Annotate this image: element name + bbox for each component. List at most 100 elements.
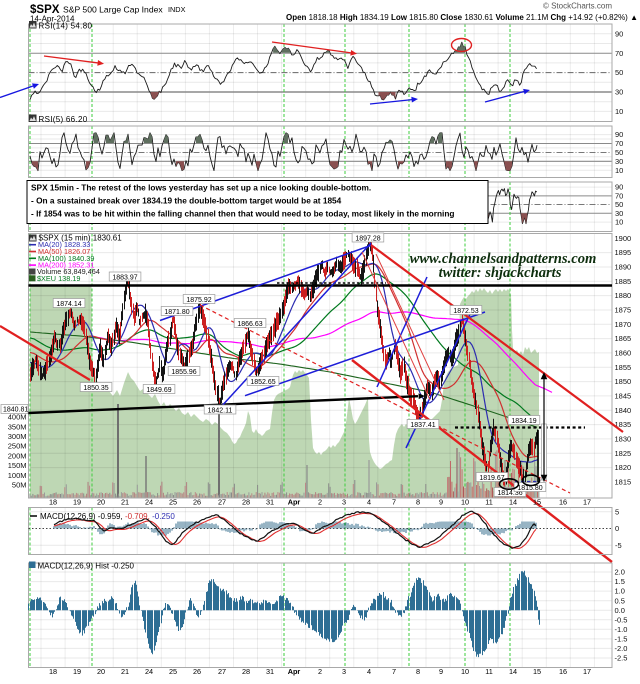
svg-text:31: 31: [266, 667, 274, 676]
svg-text:1820: 1820: [615, 463, 632, 472]
svg-text:7: 7: [392, 667, 396, 676]
svg-text:5: 5: [615, 507, 619, 516]
svg-text:4: 4: [367, 667, 371, 676]
svg-text:25: 25: [169, 667, 177, 676]
svg-text:1842.11: 1842.11: [208, 407, 233, 414]
svg-text:RSI(14) 54.80: RSI(14) 54.80: [39, 22, 93, 31]
svg-text:10: 10: [461, 497, 469, 506]
svg-text:7: 7: [392, 497, 396, 506]
svg-text:14: 14: [509, 667, 517, 676]
svg-text:28: 28: [242, 497, 250, 506]
svg-text:27: 27: [218, 667, 226, 676]
svg-text:31: 31: [266, 497, 274, 506]
svg-text:-1.0: -1.0: [615, 625, 628, 634]
svg-text:- On a sustained break over 18: - On a sustained break over 1834.19 the …: [31, 196, 342, 206]
svg-text:16: 16: [559, 497, 567, 506]
svg-text:70: 70: [615, 49, 623, 58]
svg-text:9: 9: [439, 497, 443, 506]
svg-text:1897.28: 1897.28: [355, 235, 380, 242]
svg-text:70: 70: [615, 192, 623, 201]
svg-text:50M: 50M: [12, 481, 27, 490]
svg-text:11: 11: [485, 667, 493, 676]
svg-text:26: 26: [193, 497, 201, 506]
svg-text:19: 19: [73, 667, 81, 676]
svg-text:S&P 500 Large Cap Index: S&P 500 Large Cap Index: [63, 5, 163, 15]
svg-text:9: 9: [439, 667, 443, 676]
svg-text:1819.67: 1819.67: [479, 475, 504, 482]
svg-text:1900: 1900: [615, 234, 632, 243]
svg-text:21: 21: [121, 667, 129, 676]
svg-text:10: 10: [461, 667, 469, 676]
svg-text:28: 28: [242, 667, 250, 676]
svg-text:70: 70: [615, 139, 623, 148]
svg-text:$SPX (15 min) 1830.61: $SPX (15 min) 1830.61: [39, 234, 123, 243]
svg-text:1855: 1855: [615, 363, 632, 372]
svg-text:8: 8: [416, 497, 420, 506]
svg-text:8: 8: [416, 667, 420, 676]
svg-text:1895: 1895: [615, 248, 632, 257]
svg-text:11: 11: [485, 497, 493, 506]
svg-text:30: 30: [615, 88, 623, 97]
svg-text:1845: 1845: [615, 392, 632, 401]
svg-text:1837.41: 1837.41: [410, 422, 435, 429]
svg-text:1840: 1840: [615, 406, 632, 415]
svg-text:90: 90: [615, 183, 623, 192]
svg-text:19: 19: [73, 497, 81, 506]
svg-text:3: 3: [342, 497, 346, 506]
svg-text:-0.5: -0.5: [615, 615, 628, 624]
svg-text:Open 1818.18 High 1834.19 Low: Open 1818.18 High 1834.19 Low 1815.80 Cl…: [286, 13, 638, 22]
svg-text:1830: 1830: [615, 435, 632, 444]
svg-text:$XEU 138.19: $XEU 138.19: [37, 274, 80, 283]
svg-text:1870: 1870: [615, 320, 632, 329]
svg-text:© StockCharts.com: © StockCharts.com: [543, 2, 612, 11]
svg-text:90: 90: [615, 29, 623, 38]
svg-text:1815.80: 1815.80: [517, 485, 542, 492]
svg-text:27: 27: [218, 497, 226, 506]
svg-text:25: 25: [169, 497, 177, 506]
svg-text:MA(200) 1852.31: MA(200) 1852.31: [38, 261, 94, 270]
svg-text:0.0: 0.0: [615, 606, 625, 615]
svg-text:MACD(12,26,9) Hist -0.250: MACD(12,26,9) Hist -0.250: [38, 562, 135, 571]
svg-text:0: 0: [615, 524, 619, 533]
svg-text:18: 18: [49, 667, 57, 676]
svg-text:Volume 63,849,464: Volume 63,849,464: [37, 267, 100, 276]
svg-text:MACD(12,26,9) -0.959, -0.709,: MACD(12,26,9) -0.959, -0.709, -0.250: [40, 512, 175, 521]
svg-text:1875.92: 1875.92: [186, 297, 211, 304]
svg-text:1866.63: 1866.63: [237, 321, 262, 328]
svg-text:10: 10: [615, 218, 623, 227]
svg-text:50: 50: [615, 68, 623, 77]
svg-text:-5: -5: [615, 541, 622, 550]
svg-text:150M: 150M: [8, 461, 27, 470]
svg-text:1865: 1865: [615, 334, 632, 343]
svg-text:21: 21: [121, 497, 129, 506]
svg-text:1850.35: 1850.35: [83, 385, 108, 392]
svg-text:1834.19: 1834.19: [511, 418, 536, 425]
svg-text:350M: 350M: [8, 422, 27, 431]
svg-text:2.0: 2.0: [615, 568, 625, 577]
svg-text:16: 16: [559, 667, 567, 676]
svg-text:400M: 400M: [8, 413, 27, 422]
svg-text:24: 24: [145, 667, 153, 676]
svg-text:1849.69: 1849.69: [146, 387, 171, 394]
svg-text:14-Apr-2014: 14-Apr-2014: [30, 15, 75, 24]
svg-text:1852.65: 1852.65: [250, 379, 275, 386]
svg-text:20: 20: [97, 497, 105, 506]
svg-text:4: 4: [367, 497, 371, 506]
svg-text:1871.80: 1871.80: [164, 309, 189, 316]
svg-text:1883.97: 1883.97: [112, 274, 137, 281]
svg-text:1825: 1825: [615, 449, 632, 458]
svg-text:1860: 1860: [615, 349, 632, 358]
svg-text:Apr: Apr: [288, 667, 301, 676]
svg-text:50: 50: [615, 200, 623, 209]
svg-text:300M: 300M: [8, 432, 27, 441]
svg-text:RSI(5) 66.20: RSI(5) 66.20: [39, 115, 88, 124]
svg-text:INDX: INDX: [168, 5, 186, 14]
svg-text:24: 24: [145, 497, 153, 506]
svg-text:3: 3: [342, 667, 346, 676]
svg-text:20: 20: [97, 667, 105, 676]
svg-text:1890: 1890: [615, 263, 632, 272]
svg-text:10: 10: [615, 107, 623, 116]
svg-text:www.channelsandpatterns.com: www.channelsandpatterns.com: [410, 251, 597, 267]
svg-text:18: 18: [49, 497, 57, 506]
svg-text:-2.5: -2.5: [615, 654, 628, 663]
